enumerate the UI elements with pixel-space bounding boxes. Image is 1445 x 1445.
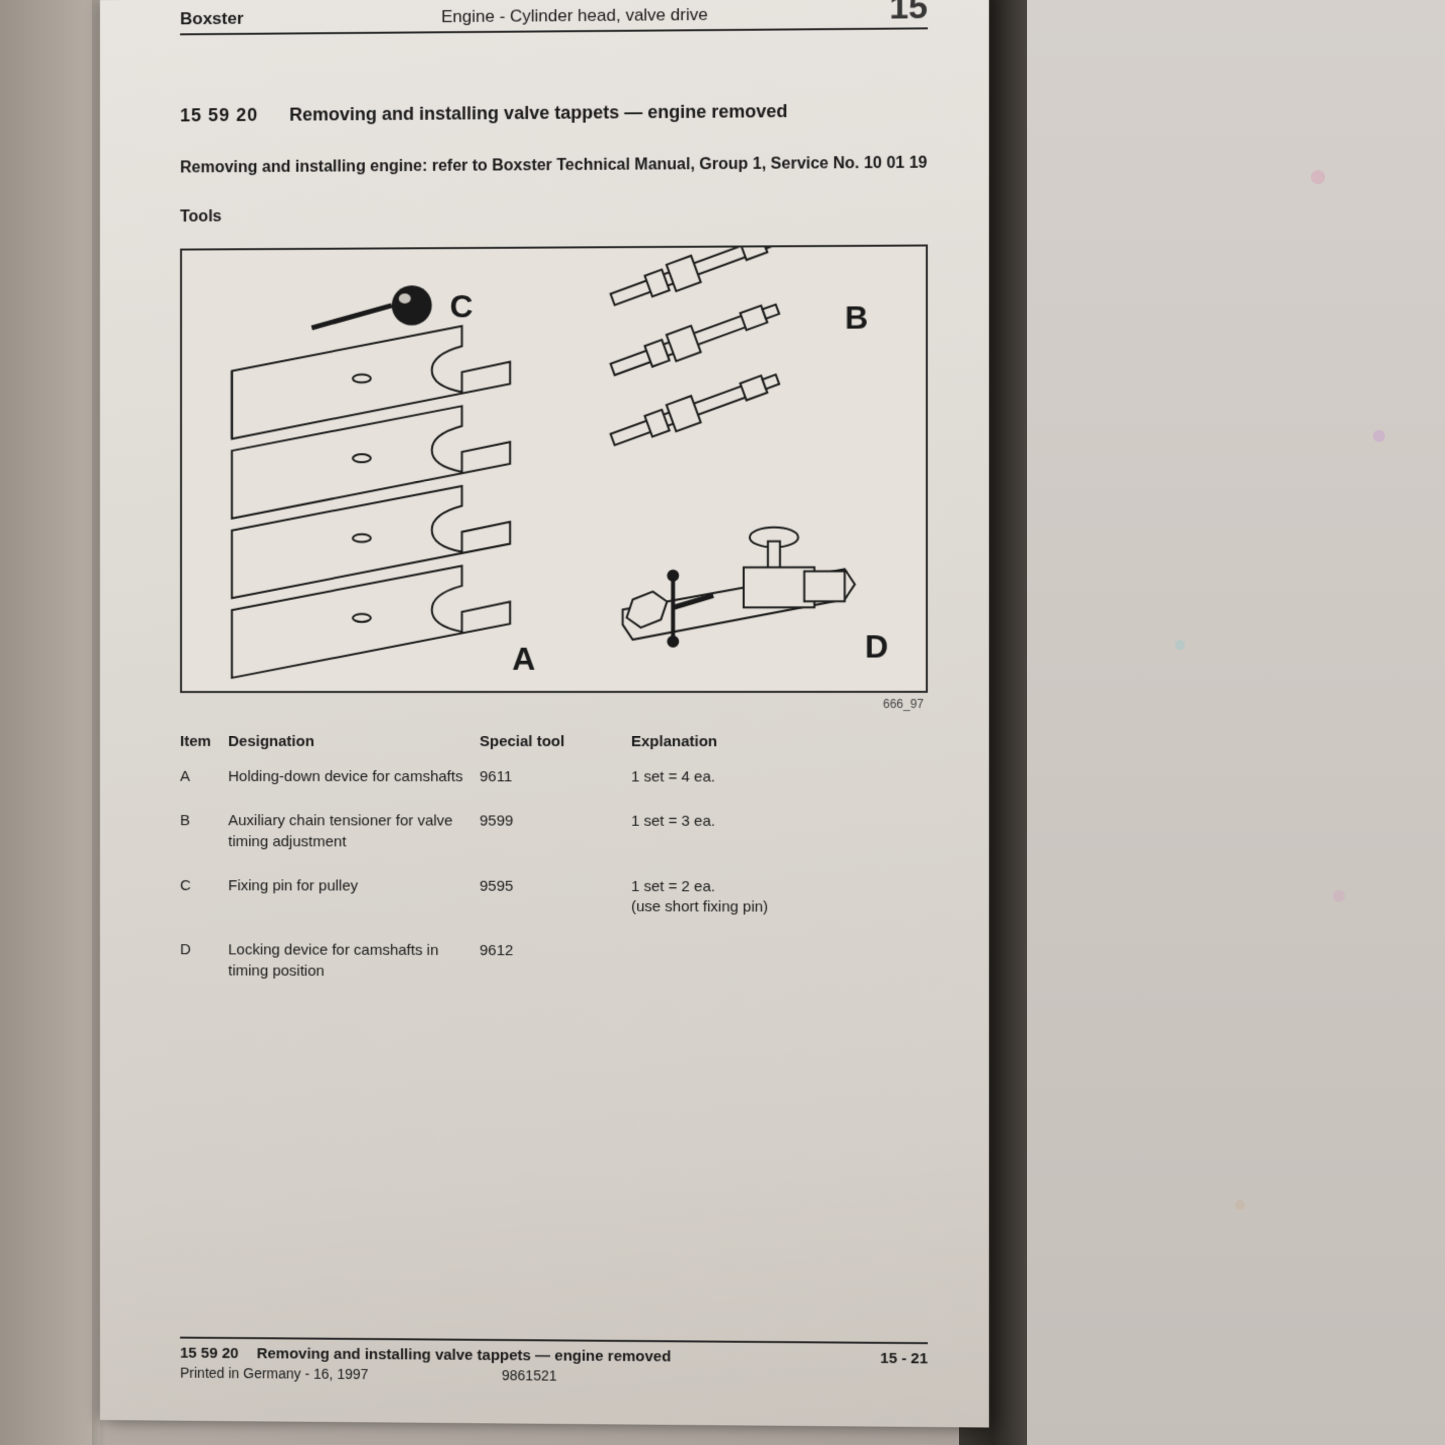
cell-designation: Holding-down device for camshafts: [228, 767, 479, 788]
table-row: A Holding-down device for camshafts 9611…: [180, 757, 928, 802]
tools-heading: Tools: [180, 204, 928, 226]
cell-explanation: 1 set = 4 ea.: [631, 767, 928, 788]
tools-table: Item Designation Special tool Explanatio…: [180, 733, 928, 998]
section-heading: Removing and installing valve tappets — …: [289, 101, 787, 125]
cell-tool: 9599: [480, 812, 632, 853]
cell-item: A: [180, 767, 228, 787]
table-surface: [1005, 0, 1445, 1445]
header-section-number: 15: [889, 0, 928, 24]
col-header-designation: Designation: [228, 733, 479, 750]
col-header-explanation: Explanation: [631, 733, 928, 750]
cell-explanation: 1 set = 2 ea. (use short fixing pin): [631, 877, 928, 918]
section-number: 15 59 20: [180, 105, 258, 126]
footer-section-number: 15 59 20: [180, 1345, 239, 1362]
header-chapter: Engine - Cylinder head, valve drive: [381, 3, 889, 27]
diagram-label-b: B: [845, 299, 868, 335]
footer-doc-number: 9861521: [502, 1367, 928, 1386]
footer-title: Removing and installing valve tappets — …: [257, 1345, 881, 1367]
figure-reference: 666_97: [180, 697, 928, 711]
diagram-label-a: A: [512, 641, 535, 677]
diagram-label-c: C: [450, 288, 473, 324]
cell-explanation: [631, 942, 928, 984]
reference-text: Removing and installing engine: refer to…: [180, 152, 928, 181]
cell-designation: Locking device for camshafts in timing p…: [228, 941, 479, 982]
col-header-tool: Special tool: [480, 733, 632, 750]
cell-item: C: [180, 876, 228, 917]
diagram-label-d: D: [865, 628, 888, 664]
cell-explanation: 1 set = 3 ea.: [631, 812, 928, 853]
table-row: C Fixing pin for pulley 9595 1 set = 2 e…: [180, 866, 928, 933]
cell-item: D: [180, 940, 228, 981]
cell-tool: 9611: [480, 767, 632, 787]
cell-item: B: [180, 811, 228, 852]
cell-designation: Fixing pin for pulley: [228, 876, 479, 917]
cell-designation: Auxiliary chain tensioner for valve timi…: [228, 811, 479, 852]
page-footer: 15 59 20 Removing and installing valve t…: [180, 1337, 928, 1387]
table-row: B Auxiliary chain tensioner for valve ti…: [180, 801, 928, 867]
header-model: Boxster: [180, 8, 381, 30]
page-header: Boxster Engine - Cylinder head, valve dr…: [180, 3, 928, 35]
cell-tool: 9612: [480, 941, 632, 982]
manual-page: Boxster Engine - Cylinder head, valve dr…: [100, 0, 989, 1428]
cell-tool: 9595: [480, 876, 632, 917]
footer-print-info: Printed in Germany - 16, 1997: [180, 1365, 502, 1384]
section-title: 15 59 20 Removing and installing valve t…: [180, 100, 928, 126]
page-stack-edge: [0, 0, 100, 1445]
tools-diagram: C: [180, 244, 928, 693]
table-header-row: Item Designation Special tool Explanatio…: [180, 733, 928, 757]
footer-page-number: 15 - 21: [880, 1350, 928, 1368]
col-header-item: Item: [180, 733, 228, 750]
table-row: D Locking device for camshafts in timing…: [180, 930, 928, 997]
